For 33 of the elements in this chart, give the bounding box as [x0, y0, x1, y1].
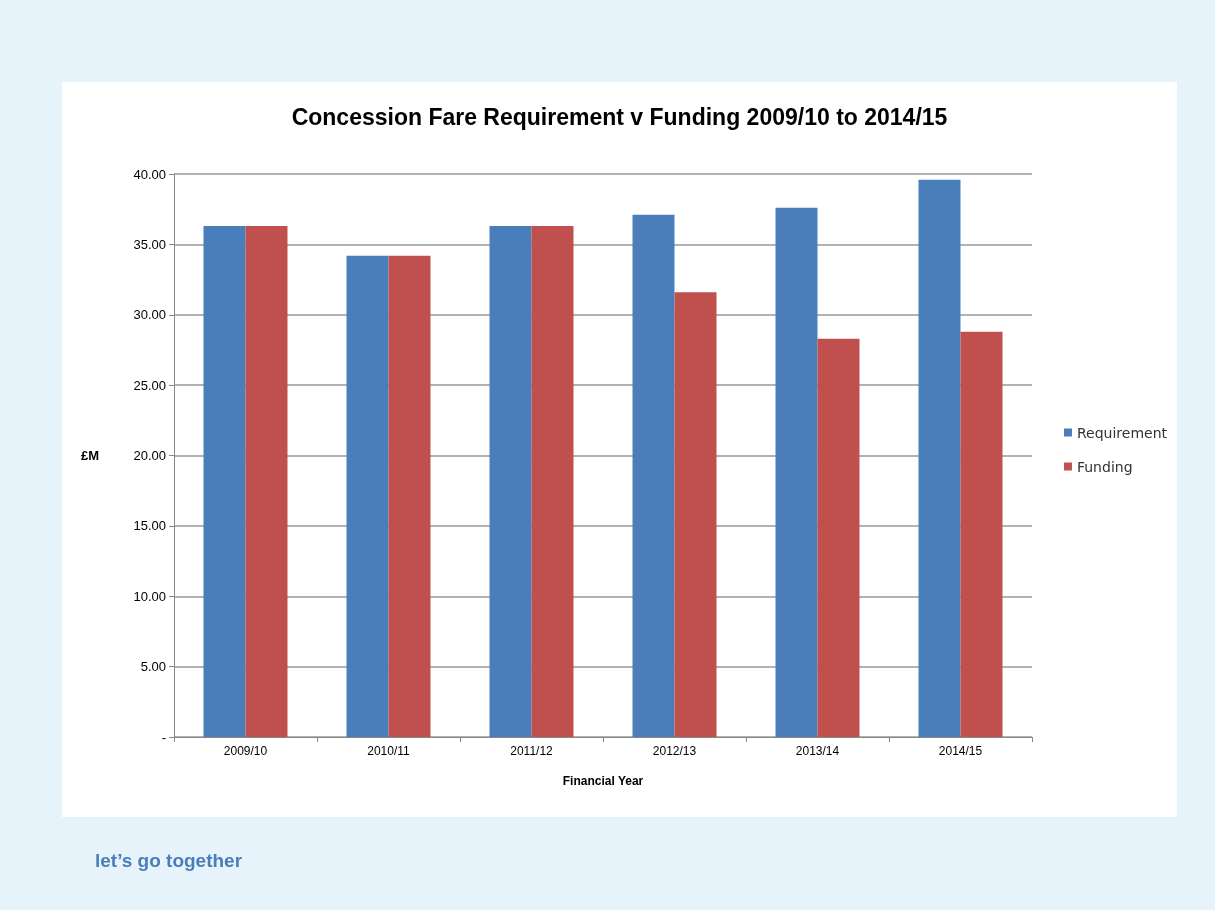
y-tick-label: 40.00: [133, 166, 166, 182]
y-tick-label: 30.00: [133, 307, 166, 323]
bar: [775, 207, 818, 737]
bar: [632, 214, 675, 737]
bar: [674, 292, 717, 737]
text: let’s go together: [95, 850, 243, 872]
bar: [388, 255, 431, 737]
bar: [817, 338, 860, 737]
y-tick-label: 25.00: [133, 377, 166, 393]
x-tick-label: 2013/14: [795, 744, 840, 758]
legend-label: Requirement: [1076, 424, 1168, 441]
y-tick-label: 10.00: [133, 588, 166, 604]
y-tick-label: 20.00: [133, 448, 166, 463]
y-tick-label: -: [161, 729, 166, 745]
bar: [531, 226, 574, 737]
bar: [346, 255, 389, 737]
bar: [245, 226, 288, 737]
y-tick-label: 35.00: [133, 236, 166, 252]
bar: [489, 226, 532, 737]
x-tick-label: 2011/12: [510, 744, 554, 758]
bar: [960, 331, 1003, 737]
y-tick-label: 15.00: [133, 518, 166, 534]
y-axis-title: £M: [80, 448, 99, 463]
x-tick-label: 2010/11: [367, 744, 411, 758]
x-tick-label: 2012/13: [652, 744, 697, 758]
bar: [203, 226, 246, 737]
x-tick-label: 2009/10: [223, 744, 268, 758]
x-tick-label: 2014/15: [938, 744, 983, 758]
y-tick-label: 5.00: [140, 659, 166, 675]
x-axis-title: Financial Year: [562, 774, 644, 788]
legend-label: Funding: [1076, 458, 1133, 475]
bar: [918, 179, 961, 737]
chart-title: Concession Fare Requirement v Funding 2009/10 to 2014/15: [291, 103, 948, 130]
